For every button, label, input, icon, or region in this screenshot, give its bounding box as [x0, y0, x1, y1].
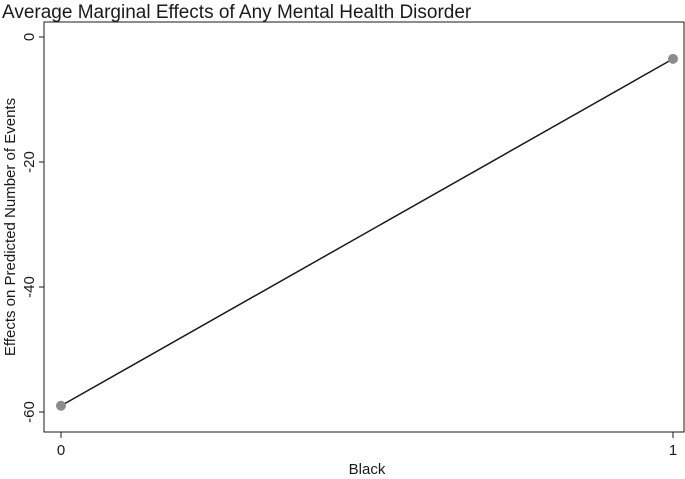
x-tick-label: 0: [57, 442, 65, 459]
y-tick-label: 0: [21, 33, 38, 41]
y-tick-label: -20: [21, 151, 38, 173]
y-axis: 0 -20 -40 -60: [21, 33, 44, 423]
x-tick-label: 1: [669, 442, 677, 459]
y-tick-label: -60: [21, 401, 38, 423]
data-point: [56, 400, 66, 411]
series-layer: [56, 53, 678, 411]
data-point: [668, 53, 678, 64]
plot-frame: [43, 21, 685, 433]
chart-title: Average Marginal Effects of Any Mental H…: [2, 2, 472, 23]
y-axis-label: Effects on Predicted Number of Events: [2, 98, 19, 356]
y-tick-label: -40: [21, 276, 38, 298]
series-line: [60, 58, 674, 407]
x-axis-label: Black: [349, 461, 386, 478]
